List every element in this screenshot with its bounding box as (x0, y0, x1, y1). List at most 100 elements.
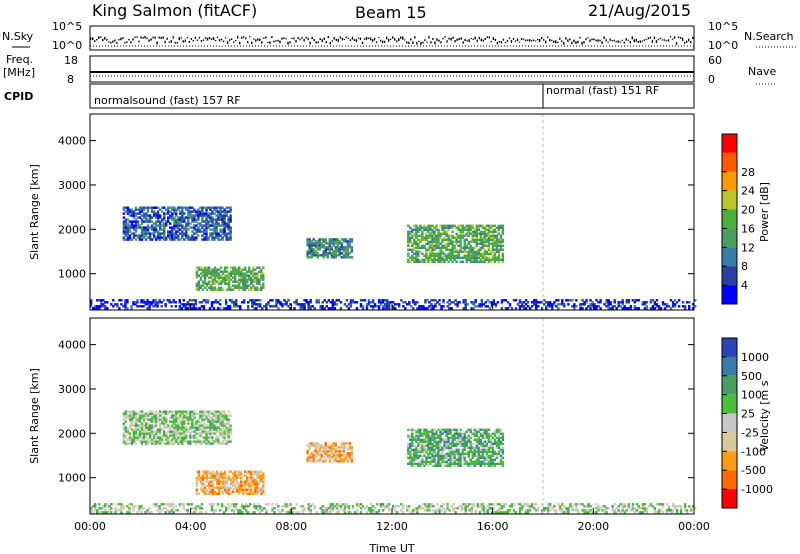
scatter-cell (211, 274, 215, 277)
scatter-cell (504, 511, 508, 514)
scatter-cell (495, 456, 499, 459)
scatter-cell (132, 432, 136, 435)
scatter-cell (221, 236, 224, 239)
scatter-cell (171, 412, 174, 415)
scatter-cell (190, 503, 194, 506)
scatter-cell (445, 464, 448, 467)
scatter-cell (130, 305, 133, 308)
scatter-cell (495, 436, 499, 439)
scatter-cell (161, 416, 164, 419)
scatter-cell (459, 230, 462, 233)
scatter-cell (126, 511, 129, 514)
scatter-cell (500, 301, 504, 304)
scatter-cell (323, 509, 326, 512)
scatter-cell (355, 505, 359, 508)
scatter-cell (259, 507, 262, 510)
scatter-cell (309, 305, 312, 308)
scatter-cell (491, 236, 495, 239)
scatter-cell (419, 224, 422, 227)
scatter-cell (439, 454, 442, 457)
scatter-cell (136, 436, 140, 439)
scatter-cell (229, 234, 232, 237)
scatter-cell (340, 442, 344, 445)
scatter-cell (493, 254, 497, 257)
scatter-cell (479, 236, 483, 239)
scatter-cell (215, 438, 218, 441)
scatter-cell (173, 232, 176, 235)
scatter-cell (190, 307, 194, 310)
scatter-cell (167, 236, 170, 239)
scatter-cell (489, 434, 493, 437)
scatter-cell (250, 280, 253, 283)
scatter-cell (421, 432, 424, 435)
scatter-cell (312, 244, 315, 247)
scatter-cell (425, 460, 428, 463)
scatter-cell (122, 226, 126, 229)
scatter-cell (223, 432, 226, 435)
scatter-cell (346, 460, 350, 463)
scatter-cell (191, 418, 194, 421)
scatter-cell (225, 492, 229, 495)
scatter-cell (148, 420, 152, 423)
scatter-cell (124, 232, 128, 235)
scatter-cell (412, 307, 415, 310)
scatter-cell (136, 212, 140, 215)
noise-sample (96, 38, 98, 41)
scatter-cell (178, 505, 182, 508)
scatter-cell (258, 278, 261, 281)
scatter-cell (326, 252, 330, 255)
scatter-cell (471, 446, 474, 449)
scatter-cell (338, 454, 342, 457)
scatter-cell (175, 208, 178, 211)
scatter-cell (467, 232, 470, 235)
scatter-cell (495, 234, 499, 237)
scatter-cell (457, 250, 460, 253)
scatter-cell (205, 238, 208, 241)
scatter-cell (211, 428, 214, 431)
scatter-cell (451, 458, 454, 461)
scatter-cell (474, 299, 477, 302)
scatter-cell (625, 301, 628, 304)
noise-sample (589, 39, 591, 43)
noise-sample (685, 40, 688, 43)
scatter-cell (481, 460, 485, 463)
scatter-cell (229, 270, 233, 273)
noise-sample (398, 38, 400, 41)
scatter-cell (201, 288, 205, 291)
scatter-cell (142, 418, 146, 421)
scatter-cell (220, 505, 224, 508)
scatter-cell (306, 244, 309, 247)
scatter-cell (171, 228, 174, 231)
scatter-cell (651, 307, 655, 310)
scatter-cell (303, 507, 306, 510)
scatter-cell (124, 301, 127, 304)
scatter-cell (189, 442, 192, 445)
scatter-cell (483, 260, 487, 263)
scatter-cell (159, 414, 162, 417)
scatter-cell (431, 442, 434, 445)
scatter-cell (199, 212, 202, 215)
scatter-cell (178, 299, 182, 302)
scatter-cell (185, 414, 188, 417)
scatter-cell (367, 303, 371, 306)
scatter-cell (452, 509, 455, 512)
scatter-cell (332, 252, 336, 255)
scatter-cell (495, 432, 499, 435)
noise-sample (315, 41, 317, 44)
scatter-cell (148, 216, 152, 219)
scatter-cell (225, 266, 229, 269)
noise-sample (309, 41, 311, 45)
scatter-cell (453, 236, 456, 239)
noise-sample (611, 39, 613, 42)
scatter-cell (436, 301, 439, 304)
scatter-cell (171, 432, 174, 435)
scatter-cell (275, 303, 278, 306)
scatter-cell (235, 505, 238, 508)
scatter-cell (219, 216, 222, 219)
scatter-cell (449, 428, 452, 431)
scatter-cell (177, 216, 180, 219)
noise-sample (128, 38, 130, 41)
scatter-cell (327, 507, 331, 510)
scatter-cell (248, 476, 251, 479)
scatter-cell (461, 234, 464, 237)
